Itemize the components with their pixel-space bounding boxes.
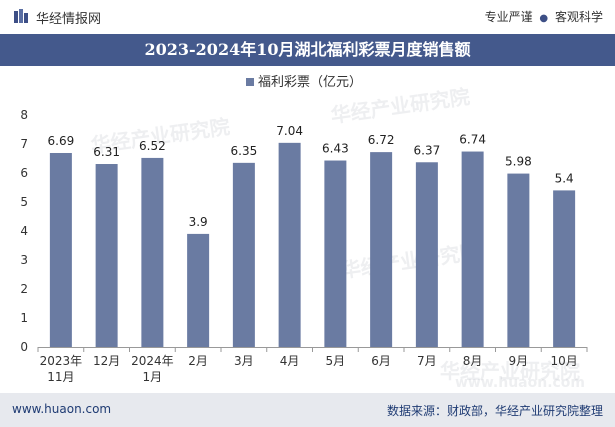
data-label: 6.35 — [231, 144, 258, 158]
top-bar: 华经情报网 专业严谨 ● 客观科学 — [0, 0, 615, 34]
bar-series — [49, 142, 576, 347]
x-tick-label: 10月 — [550, 354, 577, 368]
bar — [461, 151, 484, 347]
x-tick-label: 2024年 1月 — [131, 354, 174, 384]
chart-title: 2023-2024年10月湖北福利彩票月度销售额 — [144, 40, 471, 59]
bar-chart: 福利彩票（亿元） 0 1 2 3 4 5 6 7 8 6.69 6.31 6.52 3.9 6.35 7.… — [20, 75, 588, 384]
data-label: 6.72 — [368, 133, 395, 147]
y-tick-label: 3 — [20, 253, 28, 267]
bar — [324, 160, 347, 347]
x-axis: 2023年 11月 12月 2024年 1月 2月 3月 4月 5月 6月 7月 8月 9月 10月 — [37, 347, 588, 384]
x-tick-label: 2月 — [188, 354, 208, 368]
bar — [278, 142, 301, 347]
title-band: 2023-2024年10月湖北福利彩票月度销售额 — [0, 34, 615, 66]
tagline-objective: 客观科学 — [554, 10, 603, 24]
footer: www.huaon.com 数据来源：财政部，华经产业研究院整理 — [0, 393, 615, 427]
footer-source: 数据来源：财政部，华经产业研究院整理 — [386, 404, 603, 418]
x-tick-label: 4月 — [280, 354, 300, 368]
y-tick-label: 2 — [20, 282, 28, 296]
data-labels: 6.69 6.31 6.52 3.9 6.35 7.04 6.43 6.72 6.37 6.74 5… — [48, 124, 574, 229]
x-tick-label: 7月 — [417, 354, 437, 368]
legend-label: 福利彩票（亿元） — [258, 75, 362, 90]
x-tick-label: 6月 — [371, 354, 391, 368]
tagline-separator: ● — [539, 13, 549, 24]
bar — [507, 173, 530, 347]
bar — [95, 164, 118, 347]
data-label: 6.74 — [459, 133, 486, 147]
data-label: 6.43 — [322, 142, 349, 156]
y-tick-label: 8 — [20, 108, 28, 122]
data-label: 6.52 — [139, 139, 166, 153]
data-label: 7.04 — [276, 124, 303, 138]
x-tick-label: 2023年 11月 — [40, 354, 83, 384]
bar — [415, 162, 438, 347]
data-label: 6.37 — [414, 143, 441, 157]
data-label: 6.31 — [93, 145, 120, 159]
bar — [553, 190, 576, 347]
bar — [49, 152, 72, 347]
x-tick-label: 9月 — [509, 354, 529, 368]
bar — [370, 152, 393, 347]
footer-website: www.huaon.com — [12, 402, 112, 416]
x-tick-label: 3月 — [234, 354, 254, 368]
tagline-professional: 专业严谨 — [484, 10, 533, 24]
x-tick-label: 12月 — [93, 354, 120, 368]
x-tick-label: 8月 — [463, 354, 483, 368]
y-tick-label: 7 — [20, 137, 28, 151]
y-tick-label: 1 — [20, 311, 28, 325]
y-tick-label: 0 — [20, 340, 28, 354]
y-tick-label: 5 — [20, 195, 28, 209]
legend-swatch — [246, 78, 254, 86]
top-tagline: 专业严谨 ● 客观科学 — [485, 8, 603, 25]
y-tick-label: 6 — [20, 166, 28, 180]
y-axis: 0 1 2 3 4 5 6 7 8 — [20, 108, 28, 354]
chart-legend: 福利彩票（亿元） — [246, 75, 362, 90]
x-tick-label: 5月 — [326, 354, 346, 368]
data-label: 5.4 — [555, 171, 574, 185]
brand-logo-icon — [14, 9, 28, 23]
bar — [187, 233, 210, 347]
bar — [232, 162, 255, 347]
brand-name: 华经情报网 — [36, 12, 102, 27]
data-label: 3.9 — [189, 215, 208, 229]
data-label: 5.98 — [505, 155, 532, 169]
data-label: 6.69 — [48, 134, 75, 148]
y-tick-label: 4 — [20, 224, 28, 238]
bar — [141, 157, 164, 347]
